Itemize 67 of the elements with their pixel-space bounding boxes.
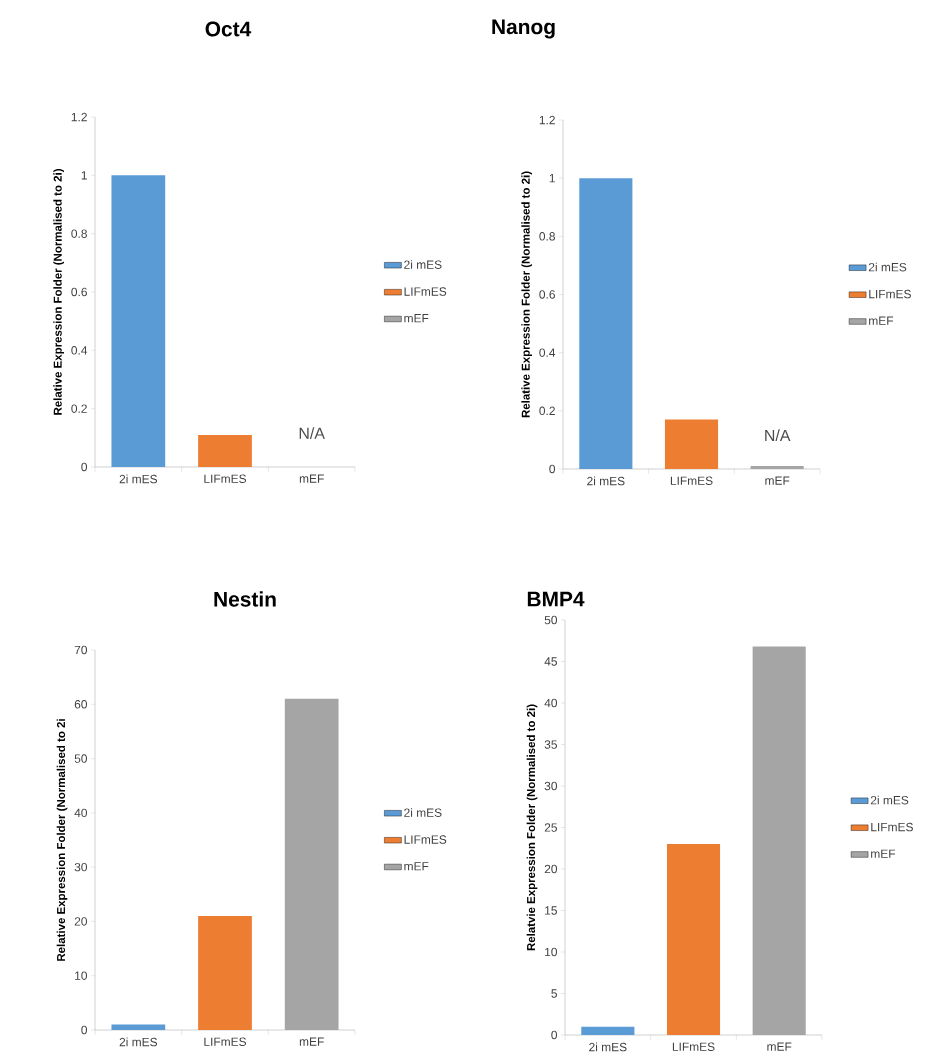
x-tick-label: mEF <box>765 476 790 485</box>
y-tick-label: 0.8 <box>539 232 555 241</box>
x-tick-label: 2i mES <box>587 476 625 486</box>
y-tick-label: 0 <box>551 1030 558 1040</box>
y-axis-title: Relative Expression Folder (Normalised to 2i) <box>521 171 533 418</box>
annotation: N/A <box>765 429 791 442</box>
x-tick-label: 2i mES <box>119 474 158 484</box>
y-tick-label: 0.2 <box>71 404 87 413</box>
legend-label: mEF <box>404 862 429 871</box>
y-tick-label: 50 <box>544 615 558 625</box>
y-tick-label: 0.2 <box>539 406 555 416</box>
legend-label: LIFmES <box>404 835 447 844</box>
y-tick-label: 0 <box>81 462 88 472</box>
x-tick-label: 2i mES <box>119 1037 158 1047</box>
legend-label: 2i mES <box>868 262 907 272</box>
chart-title: Nanog <box>492 19 555 39</box>
y-tick-label: 40 <box>544 698 558 708</box>
y-axis-title: Relative Expression Folder (Normalised to 2i) <box>53 169 65 415</box>
legend-label: LIFmES <box>404 287 447 296</box>
y-tick-label: 30 <box>74 862 88 872</box>
y-tick-label: 60 <box>74 700 88 709</box>
chart-title: BMP4 <box>527 591 585 607</box>
y-tick-label: 1 <box>81 171 87 180</box>
y-tick-label: 45 <box>544 657 557 666</box>
y-tick-label: 35 <box>544 740 557 749</box>
y-tick-label: 1.2 <box>71 112 87 122</box>
legend-label: 2i mES <box>404 260 442 269</box>
y-tick-label: 70 <box>74 645 88 655</box>
legend-label: LIFmES <box>871 822 913 832</box>
x-tick-label: mEF <box>299 474 324 483</box>
y-tick-label: 50 <box>74 754 88 763</box>
y-tick-label: 0.4 <box>539 348 556 357</box>
y-tick-label: 25 <box>544 823 557 832</box>
y-tick-label: 1 <box>549 174 555 183</box>
x-tick-label: LIFmES <box>204 1037 247 1046</box>
y-tick-label: 1.2 <box>539 115 555 125</box>
y-tick-label: 20 <box>544 864 558 874</box>
y-tick-label: 10 <box>75 971 88 980</box>
y-tick-label: 0.6 <box>71 287 87 297</box>
legend-label: 2i mES <box>870 795 909 805</box>
y-tick-label: 15 <box>545 906 557 915</box>
x-tick-label: 2i mES <box>589 1042 627 1052</box>
y-tick-label: 10 <box>545 947 558 957</box>
legend-label: mEF <box>871 849 896 858</box>
y-tick-label: 40 <box>74 808 88 818</box>
chart-title: Nestin <box>214 591 276 607</box>
x-tick-label: mEF <box>767 1042 792 1051</box>
legend-label: mEF <box>869 316 894 325</box>
y-tick-label: 0.6 <box>539 290 555 299</box>
y-tick-label: 20 <box>74 917 88 926</box>
y-tick-label: 5 <box>551 989 557 998</box>
annotation: N/A <box>299 427 325 439</box>
legend-label: 2i mES <box>404 808 442 817</box>
y-tick-label: 0 <box>81 1025 88 1035</box>
y-axis-title: Relatvie Expression Folder (Normalised to 2i) <box>526 704 538 951</box>
y-tick-label: 30 <box>544 781 558 791</box>
x-tick-label: LIFmES <box>670 476 713 485</box>
y-tick-label: 0.4 <box>71 346 88 355</box>
chart-title: Oct4 <box>205 21 252 37</box>
y-axis-title: Relative Expression Folder (Normalised to 2i <box>56 719 68 961</box>
x-tick-label: LIFmES <box>204 474 247 483</box>
x-tick-label: mEF <box>299 1037 324 1046</box>
y-tick-label: 0.8 <box>71 229 87 238</box>
y-tick-label: 0 <box>549 464 556 474</box>
legend-label: mEF <box>404 314 429 323</box>
x-tick-label: LIFmES <box>672 1042 715 1051</box>
legend-label: LIFmES <box>869 289 911 299</box>
